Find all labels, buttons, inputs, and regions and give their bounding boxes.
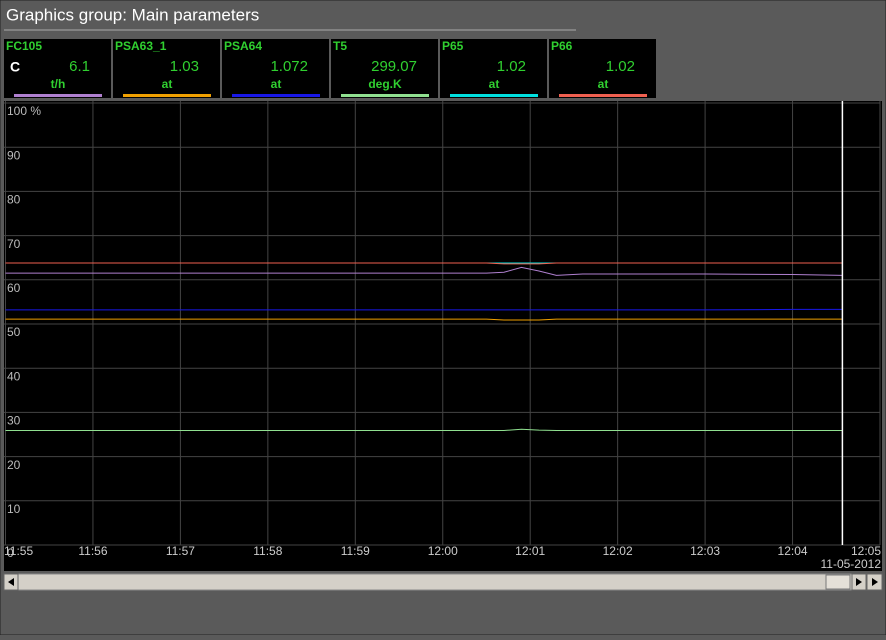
param-color [450,94,538,97]
scroll-track[interactable] [4,574,882,590]
param-unit: at [598,77,609,91]
y-tick-label: 70 [7,237,21,251]
date-label: 11-05-2012 [821,557,882,571]
param-color [341,94,429,97]
param-color [232,94,320,97]
x-tick-label: 12:03 [690,544,720,558]
x-tick-label: 11:56 [78,544,107,558]
y-tick-label: 90 [7,148,21,162]
x-tick-label: 12:02 [603,544,633,558]
param-unit: t/h [51,77,66,91]
param-unit: at [489,77,500,91]
y-tick-label: 10 [7,502,21,516]
param-color [14,94,102,97]
param-value: 1.03 [170,58,199,75]
param-value: 6.1 [69,58,90,75]
param-unit: deg.K [368,77,402,91]
param-name: P65 [442,39,464,53]
param-value: 1.072 [270,58,308,75]
y-tick-label: 40 [7,369,21,383]
window-title: Graphics group: Main parameters [6,5,259,24]
y-tick-label: 60 [7,281,21,295]
y-tick-label: 30 [7,414,21,428]
param-name: PSA64 [224,39,262,53]
param-name: FC105 [6,39,42,53]
x-tick-label: 12:04 [778,544,808,558]
x-tick-label: 12:01 [515,544,545,558]
status-flag: C [10,59,20,75]
x-tick-label: 12:05 [851,544,881,558]
x-tick-label: 11:57 [166,544,195,558]
param-name: T5 [333,39,347,53]
param-name: P66 [551,39,573,53]
param-color [123,94,211,97]
scroll-thumb[interactable] [826,575,850,589]
y-tick-label: 100 % [7,104,41,118]
scrollbar[interactable] [4,574,882,590]
param-unit: at [162,77,173,91]
param-value: 1.02 [606,58,635,75]
param-name: PSA63_1 [115,39,167,53]
x-tick-label: 11:55 [4,544,33,558]
x-tick-label: 11:58 [253,544,282,558]
param-color [559,94,647,97]
y-tick-label: 20 [7,458,21,472]
x-tick-label: 11:59 [341,544,370,558]
param-value: 299.07 [371,58,417,75]
y-tick-label: 80 [7,193,21,207]
param-unit: at [271,77,282,91]
x-tick-label: 12:00 [428,544,458,558]
param-value: 1.02 [497,58,526,75]
y-tick-label: 50 [7,325,21,339]
